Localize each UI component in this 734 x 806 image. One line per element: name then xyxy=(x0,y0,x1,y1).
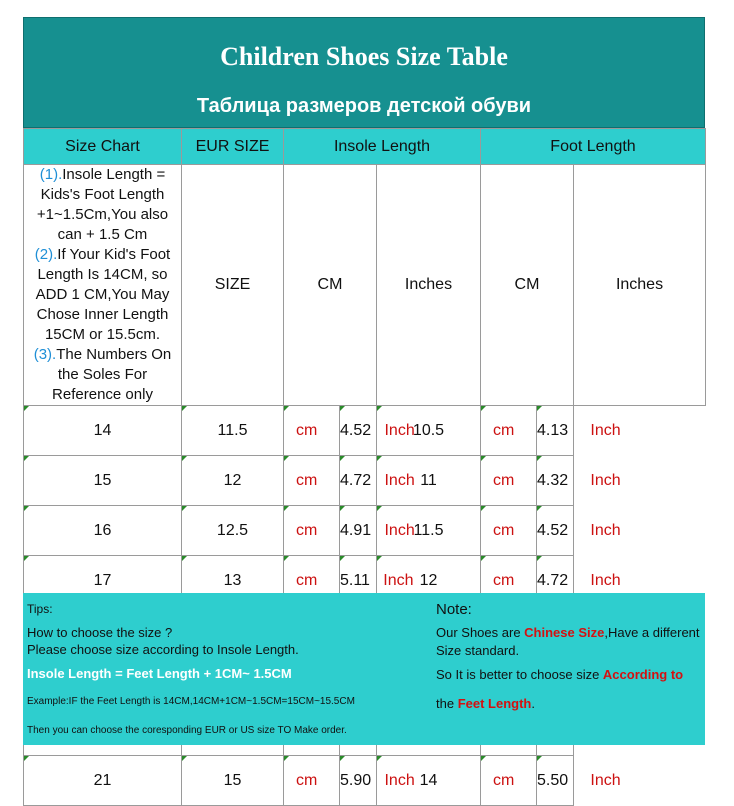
insole-cm-unit: cm xyxy=(283,755,340,806)
header-insole-length: Insole Length xyxy=(283,128,481,165)
insole-inch-cell: 4.91 Inch xyxy=(339,505,415,556)
foot-inch-unit: Inch xyxy=(590,521,621,539)
header-row: Size Chart EUR SIZE Insole Length Foot L… xyxy=(23,128,707,165)
page-title: Children Shoes Size Table xyxy=(220,42,508,71)
size-chart-notes: (1).Insole Length = Kids's Foot Length +… xyxy=(23,164,182,406)
foot-inch-unit: Inch xyxy=(590,571,621,589)
insole-cm-cell: 11.5 xyxy=(181,405,284,456)
insole-inch-value: 4.52 xyxy=(340,421,372,439)
tips-panel: Tips: How to choose the size ? Please ch… xyxy=(23,593,705,745)
tips-formula: Insole Length = Feet Length + 1CM~ 1.5CM xyxy=(27,666,292,681)
foot-inch-value: 4.72 xyxy=(537,571,569,589)
foot-inch-unit: Inch xyxy=(590,771,621,789)
insole-cm-unit: cm xyxy=(283,405,340,456)
insole-inch-cell: 4.72 Inch xyxy=(339,455,415,506)
tips-line-1: How to choose the size ? xyxy=(27,625,173,640)
insole-inch-value: 4.72 xyxy=(340,471,372,489)
tips-example: Example:IF the Feet Length is 14CM,14CM+… xyxy=(27,696,355,707)
note-line-1: Our Shoes are Chinese Size,Have a differ… xyxy=(436,625,700,640)
foot-cm-cell: 14 xyxy=(376,755,481,806)
note-line-3: So It is better to choose size According… xyxy=(436,667,684,682)
header-eur-size: EUR SIZE xyxy=(181,128,284,165)
subheader-row: (1).Insole Length = Kids's Foot Length +… xyxy=(23,164,707,406)
page-subtitle: Таблица размеров детской обуви xyxy=(196,95,532,117)
table-row: 21 15 cm 5.90 Inch 14 cm 5.50 Inch xyxy=(23,755,706,806)
foot-inch-cell: 4.32 Inch xyxy=(536,455,621,506)
foot-inch-cell: 4.13 Inch xyxy=(536,405,621,456)
size-cell: 15 xyxy=(23,455,182,506)
insole-inch-value: 5.11 xyxy=(340,571,370,589)
subheader-insole-inches: Inches xyxy=(376,164,481,406)
insole-cm-cell: 12.5 xyxy=(181,505,284,556)
header-size-chart: Size Chart xyxy=(23,128,182,165)
foot-cm-unit: cm xyxy=(480,505,537,556)
subheader-foot-cm: CM xyxy=(480,164,574,406)
note-1: (1).Insole Length = Kids's Foot Length +… xyxy=(36,166,169,243)
note-3: (3).The Numbers On the Soles For Referen… xyxy=(33,346,172,403)
insole-inch-value: 4.91 xyxy=(340,521,372,539)
insole-inch-value: 5.90 xyxy=(340,771,372,789)
insole-inch-cell: 4.52 Inch xyxy=(339,405,415,456)
table-row: 14 11.5 cm 4.52 Inch 10.5 cm 4.13 Inch xyxy=(23,405,706,456)
tips-title: Tips: xyxy=(27,602,53,616)
subheader-foot-inches: Inches xyxy=(572,164,707,406)
table-row: 15 12 cm 4.72 Inch 11 cm 4.32 Inch xyxy=(23,455,706,506)
subheader-size: SIZE xyxy=(181,164,284,406)
note-line-4: the Feet Length. xyxy=(436,696,535,711)
size-cell: 21 xyxy=(23,755,182,806)
foot-cm-cell: 11.5 xyxy=(376,505,481,556)
title-banner: Children Shoes Size Table Таблица размер… xyxy=(23,17,705,128)
tips-line-2: Please choose size according to Insole L… xyxy=(27,642,299,657)
size-cell: 16 xyxy=(23,505,182,556)
insole-cm-unit: cm xyxy=(283,505,340,556)
foot-cm-unit: cm xyxy=(480,755,537,806)
insole-inch-cell: 5.90 Inch xyxy=(339,755,415,806)
foot-cm-cell: 10.5 xyxy=(376,405,481,456)
note-2: (2).If Your Kid's Foot Length Is 14CM, s… xyxy=(34,246,171,343)
foot-inch-unit: Inch xyxy=(590,471,621,489)
foot-inch-cell: 5.50 Inch xyxy=(536,755,621,806)
foot-cm-unit: cm xyxy=(480,455,537,506)
foot-inch-value: 4.32 xyxy=(537,471,569,489)
insole-cm-unit: cm xyxy=(283,455,340,506)
tips-line-3: Then you can choose the coresponding EUR… xyxy=(27,725,347,736)
note-title: Note: xyxy=(436,601,472,618)
note-line-2: Size standard. xyxy=(436,643,520,658)
header-foot-length: Foot Length xyxy=(479,128,707,165)
size-cell: 14 xyxy=(23,405,182,456)
foot-inch-value: 4.13 xyxy=(537,421,569,439)
foot-inch-value: 4.52 xyxy=(537,521,569,539)
foot-inch-value: 5.50 xyxy=(537,771,569,789)
foot-cm-unit: cm xyxy=(480,405,537,456)
foot-cm-cell: 11 xyxy=(376,455,481,506)
insole-cm-cell: 15 xyxy=(181,755,284,806)
table-row: 16 12.5 cm 4.91 Inch 11.5 cm 4.52 Inch xyxy=(23,505,706,556)
foot-inch-unit: Inch xyxy=(590,421,621,439)
subheader-insole-cm: CM xyxy=(283,164,377,406)
foot-inch-cell: 4.52 Inch xyxy=(536,505,621,556)
insole-cm-cell: 12 xyxy=(181,455,284,506)
